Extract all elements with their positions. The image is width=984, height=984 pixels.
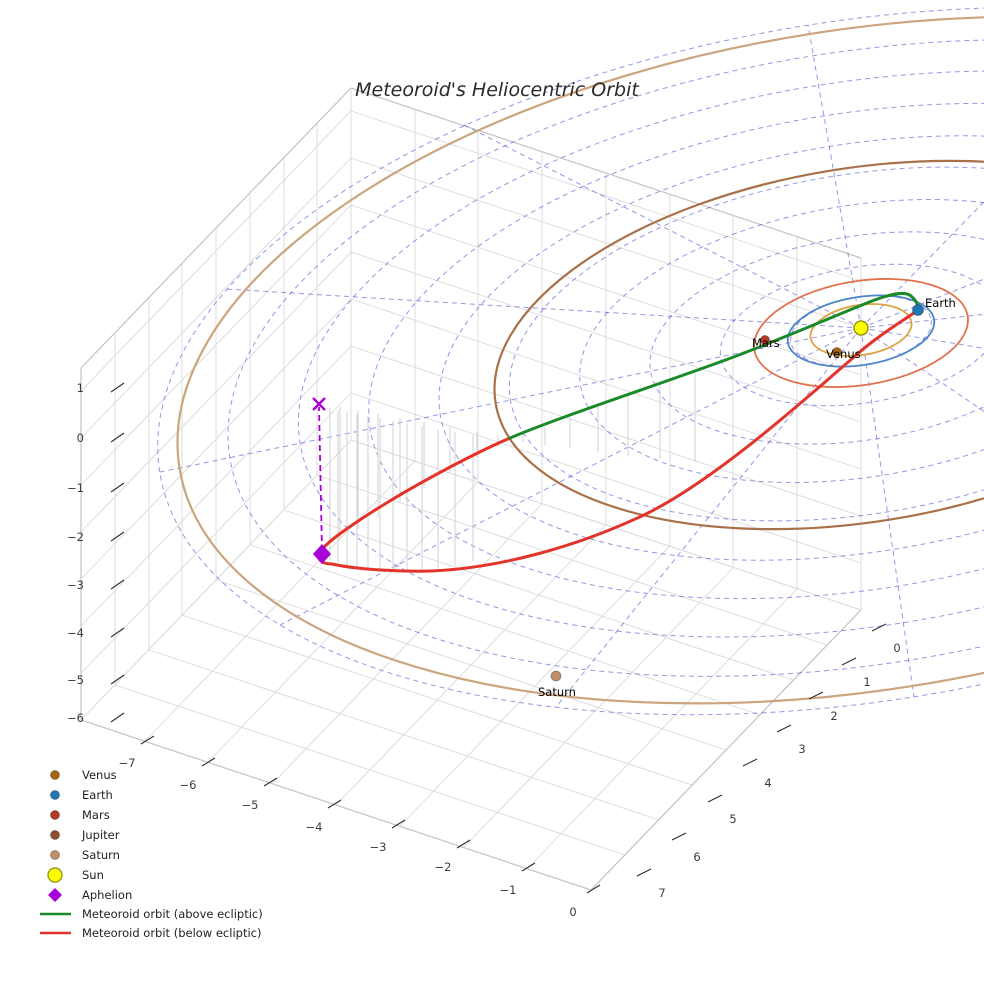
axis-tick-marks [110, 382, 887, 894]
y-tick-label: 1 [863, 675, 870, 689]
mars-marker [760, 335, 770, 345]
pane-grid [80, 88, 862, 891]
legend-label: Sun [82, 868, 104, 882]
ecliptic-polar-grid [157, 6, 984, 716]
legend-label: Venus [82, 768, 117, 782]
z-tick-label: −6 [67, 711, 84, 725]
z-axis-tick-labels: 1 0 −1 −2 −3 −4 −5 −6 [67, 381, 84, 725]
x-tick-label: −7 [119, 756, 136, 770]
z-tick-label: −3 [67, 578, 84, 592]
y-tick-label: 0 [893, 641, 900, 655]
mars-point-label: Mars [752, 336, 780, 350]
y-tick-label: 2 [830, 709, 837, 723]
aphelion-diamond-icon [313, 544, 331, 564]
meteoroid-orbit-below-ecliptic [317, 308, 920, 573]
saturn-legend-icon [50, 850, 60, 860]
legend-item-aphelion: Aphelion [48, 888, 132, 902]
legend-item-earth: Earth [50, 788, 113, 802]
sun-marker [853, 320, 869, 336]
saturn-point-label: Saturn [538, 685, 576, 699]
aphelion-drop-line [318, 406, 323, 552]
x-tick-label: 0 [569, 905, 576, 919]
legend-label: Aphelion [82, 888, 132, 902]
plot-title: Meteoroid's Heliocentric Orbit [355, 79, 640, 101]
legend-item-sun: Sun [47, 867, 104, 883]
x-tick-label: −5 [242, 798, 259, 812]
x-tick-label: −2 [435, 860, 452, 874]
venus-point-label: Venus [826, 347, 861, 361]
y-tick-label: 7 [658, 886, 665, 900]
jupiter-legend-icon [50, 830, 60, 840]
legend-label: Meteoroid orbit (above ecliptic) [82, 907, 263, 921]
earth-orbit [786, 294, 936, 368]
earth-point-label: Earth [925, 296, 956, 310]
aphelion-projection-x-icon [312, 397, 326, 411]
y-tick-label: 5 [729, 812, 736, 826]
x-axis-ticks [140, 735, 601, 894]
y-tick-label: 6 [693, 850, 700, 864]
legend-item-saturn: Saturn [50, 848, 120, 862]
x-tick-label: −1 [500, 883, 517, 897]
x-tick-label: −6 [180, 778, 197, 792]
orbit-stems [329, 373, 696, 572]
venus-legend-icon [50, 770, 60, 780]
y-axis-tick-labels: 0 1 2 3 4 5 6 7 [658, 641, 900, 900]
saturn-marker [550, 670, 562, 682]
legend-label: Mars [82, 808, 110, 822]
legend-label: Earth [82, 788, 113, 802]
legend-label: Saturn [82, 848, 120, 862]
venus-orbit [809, 303, 913, 357]
z-tick-label: −2 [67, 530, 84, 544]
x-tick-label: −3 [370, 840, 387, 854]
jupiter-orbit [493, 159, 984, 531]
z-tick-label: −5 [67, 673, 84, 687]
x-axis-tick-labels: −7 −6 −5 −4 −3 −2 −1 0 [119, 756, 577, 919]
aphelion-group [312, 397, 331, 564]
pane-edges [80, 87, 862, 891]
legend-item-venus: Venus [50, 768, 117, 782]
z-tick-label: −1 [67, 481, 84, 495]
legend-item-meteoroid-above: Meteoroid orbit (above ecliptic) [40, 907, 263, 921]
y-tick-label: 3 [798, 742, 805, 756]
earth-marker [912, 304, 924, 316]
saturn-orbit [176, 15, 984, 705]
y-axis-ticks [636, 623, 887, 877]
z-tick-label: 1 [77, 381, 84, 395]
x-tick-label: −4 [306, 820, 323, 834]
z-tick-label: 0 [77, 431, 84, 445]
meteoroid-orbit-above-ecliptic [508, 291, 920, 440]
y-tick-label: 4 [764, 776, 771, 790]
earth-legend-icon [50, 790, 60, 800]
legend-label: Jupiter [81, 828, 120, 842]
z-tick-label: −4 [67, 626, 84, 640]
legend-item-meteoroid-below: Meteoroid orbit (below ecliptic) [40, 926, 261, 940]
mars-legend-icon [50, 810, 60, 820]
polar-radial-lines [159, 24, 984, 708]
venus-marker [832, 347, 842, 357]
legend-item-jupiter: Jupiter [50, 828, 120, 842]
legend-label: Meteoroid orbit (below ecliptic) [82, 926, 261, 940]
legend: Venus Earth Mars Jupiter Saturn Sun Aphe… [40, 768, 263, 940]
aphelion-legend-icon [48, 888, 62, 902]
z-axis-ticks [110, 382, 125, 723]
sun-legend-icon [47, 867, 63, 883]
legend-item-mars: Mars [50, 808, 110, 822]
